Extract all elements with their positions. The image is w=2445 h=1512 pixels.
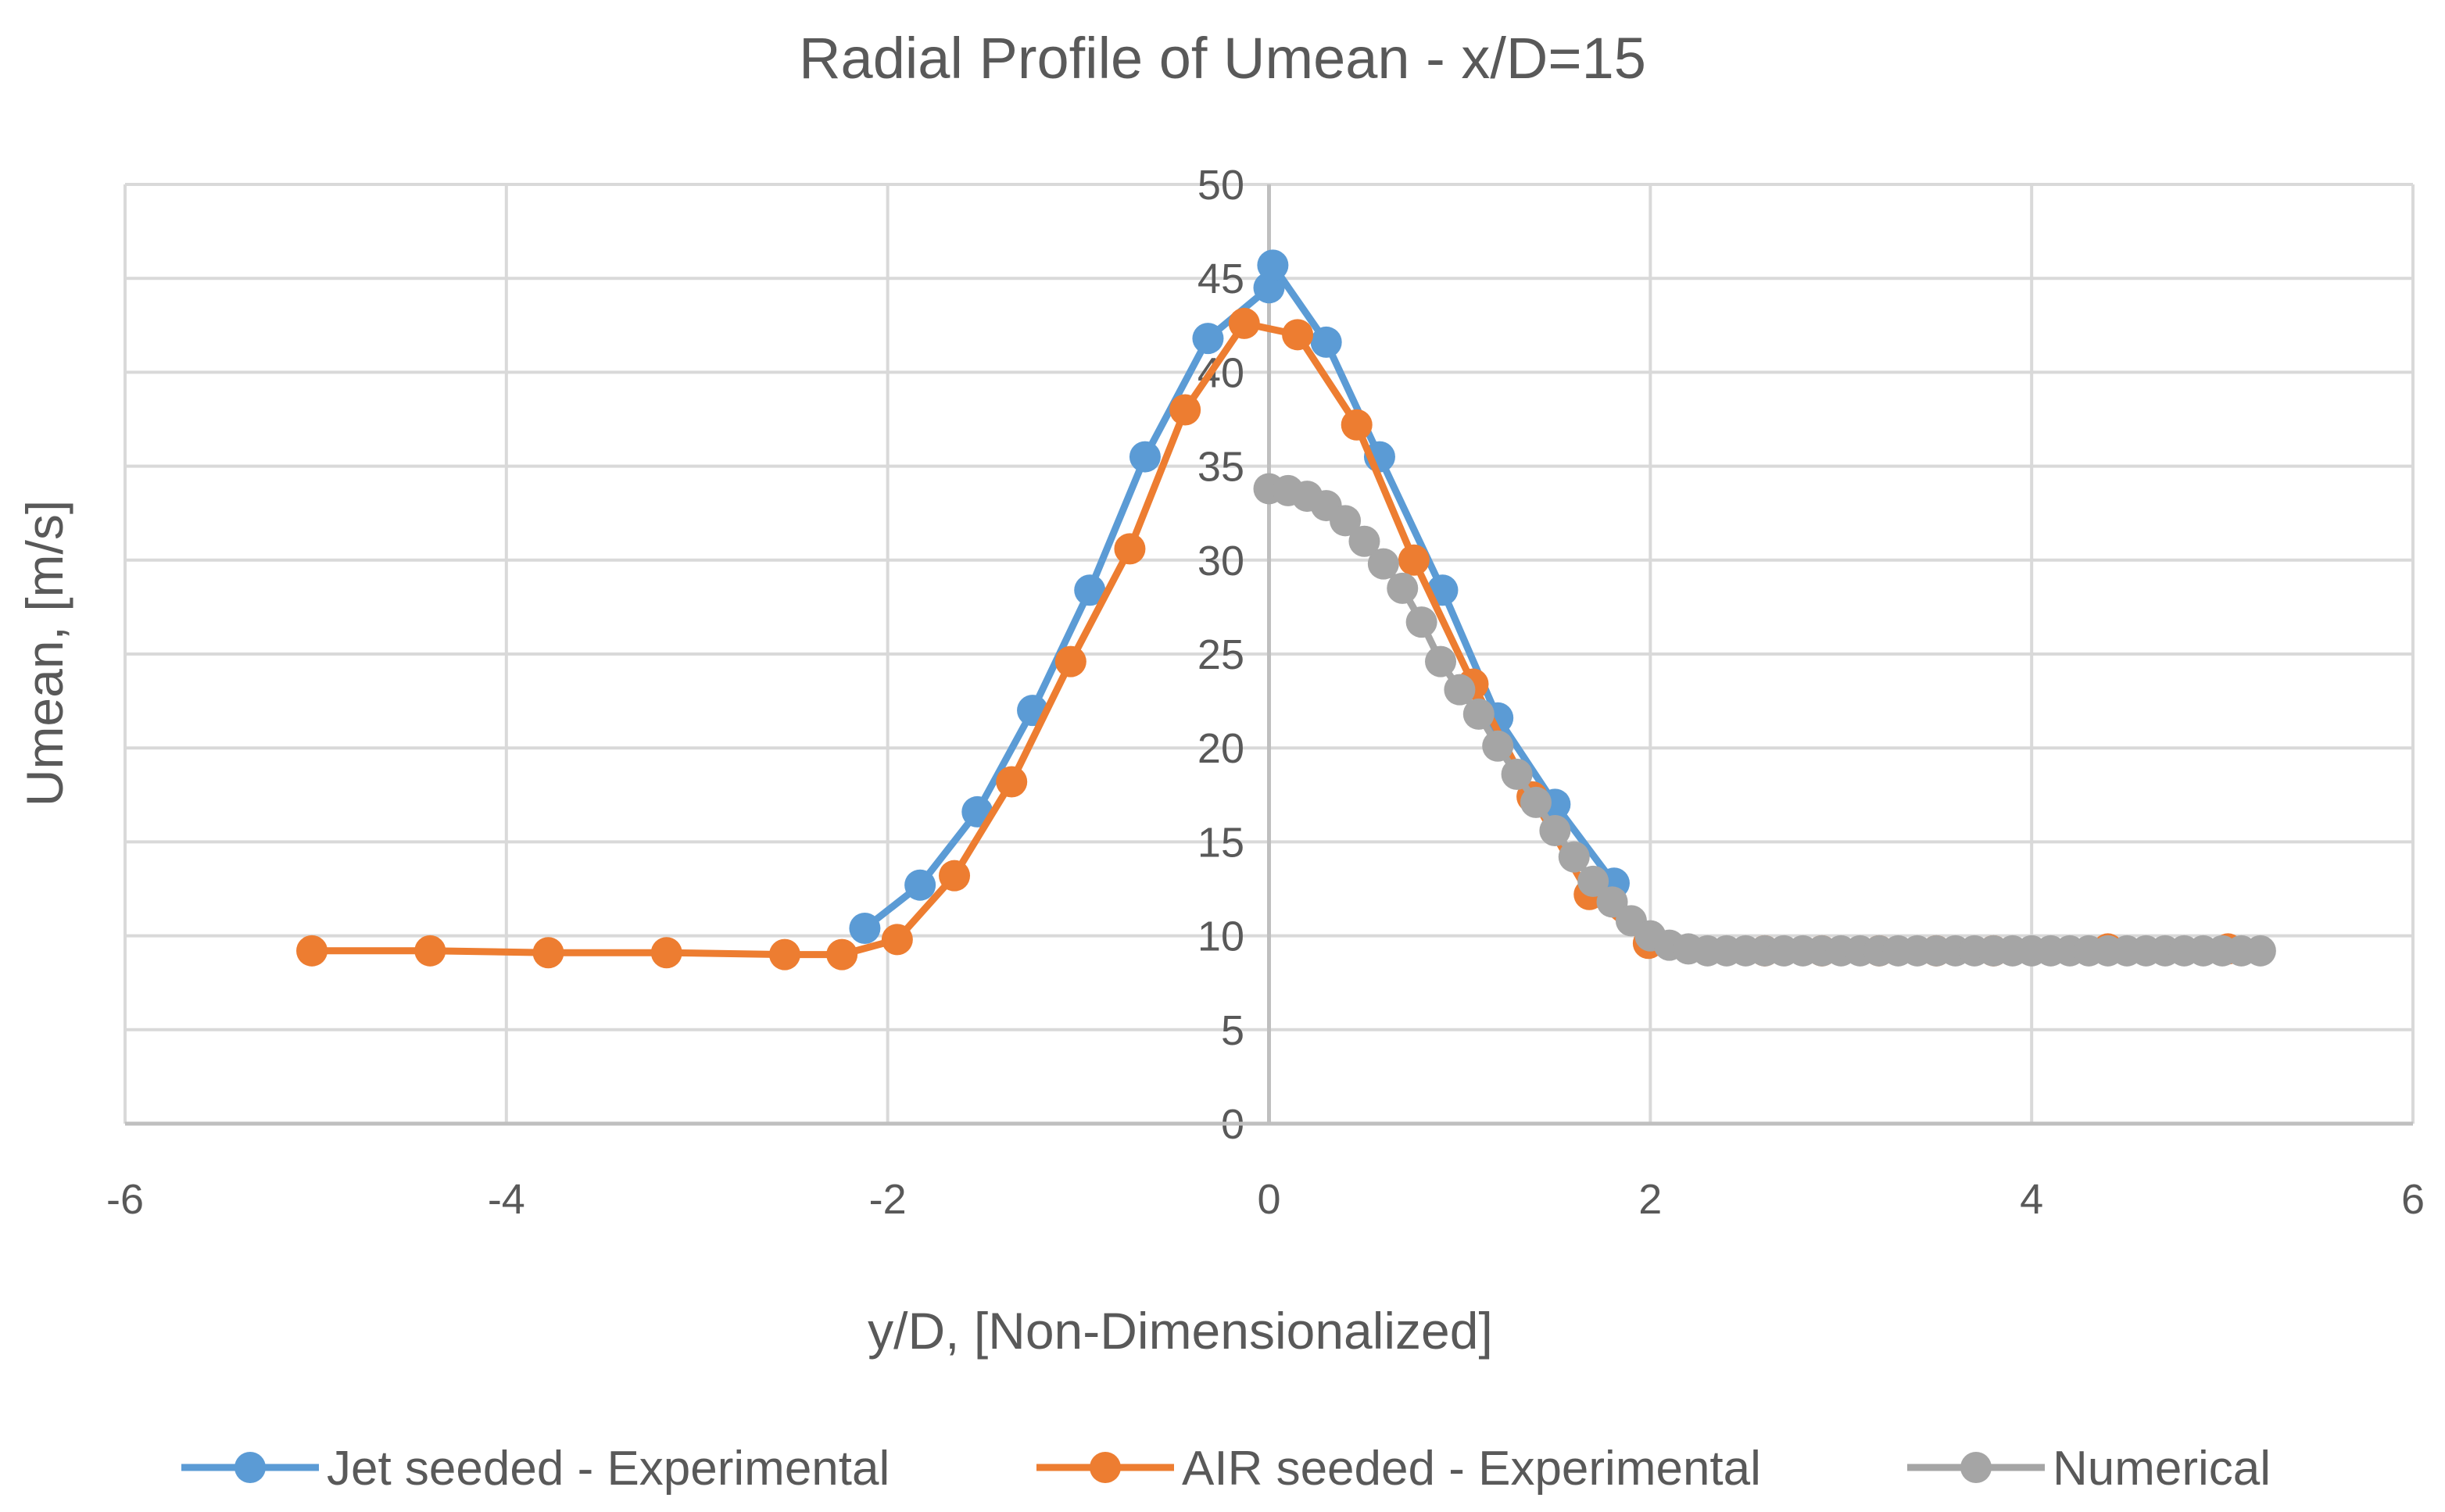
- data-point: [650, 937, 682, 969]
- data-point: [768, 938, 800, 970]
- data-point: [1282, 319, 1314, 351]
- data-point: [904, 869, 936, 901]
- data-point: [1228, 307, 1260, 339]
- data-point: [939, 860, 971, 892]
- data-point: [1596, 886, 1628, 918]
- data-point: [1444, 674, 1476, 706]
- y-tick-label: 25: [1197, 631, 1244, 678]
- x-tick-label: 6: [2401, 1176, 2425, 1223]
- data-point: [1520, 786, 1552, 818]
- legend-label: AIR seeded - Experimental: [1182, 1442, 1761, 1496]
- x-tick-label: 4: [2020, 1176, 2043, 1223]
- data-point: [1405, 606, 1437, 638]
- y-tick-label: 10: [1197, 913, 1244, 960]
- data-point: [1330, 505, 1362, 537]
- data-point: [1367, 548, 1399, 580]
- y-axis-label: Umean, [m/s]: [16, 500, 73, 806]
- series-layer: [296, 249, 2276, 970]
- data-point: [881, 924, 913, 956]
- y-tick-label: 50: [1197, 162, 1244, 209]
- data-point: [1341, 409, 1373, 441]
- data-point: [1577, 865, 1609, 897]
- data-point: [1074, 574, 1106, 606]
- legend-swatch-marker: [1960, 1452, 1992, 1483]
- data-point: [849, 912, 881, 944]
- x-tick-label: -4: [488, 1176, 525, 1223]
- data-point: [1387, 572, 1419, 604]
- data-point: [1462, 698, 1495, 730]
- data-point: [996, 766, 1028, 798]
- y-tick-label: 20: [1197, 725, 1244, 772]
- data-point: [1310, 326, 1342, 358]
- chart-title: Radial Profile of Umean - x/D=15: [799, 26, 1646, 91]
- legend-swatch-marker: [1090, 1452, 1121, 1483]
- data-point: [1114, 533, 1146, 565]
- y-tick-label: 30: [1197, 538, 1244, 584]
- x-tick-label: -2: [869, 1176, 907, 1223]
- legend: Jet seeded - Experimental AIR seeded - Ex…: [181, 1442, 2271, 1496]
- data-point: [1558, 841, 1590, 873]
- y-tick-label: 5: [1221, 1007, 1244, 1054]
- x-tick-label: -6: [106, 1176, 144, 1223]
- y-tick-label: 15: [1197, 819, 1244, 866]
- data-point: [1169, 394, 1201, 426]
- data-point: [532, 937, 564, 969]
- data-point: [1398, 544, 1430, 576]
- data-point: [2244, 935, 2276, 967]
- legend-swatch-marker: [234, 1452, 266, 1483]
- x-tick-label: 0: [1257, 1176, 1280, 1223]
- data-point: [826, 938, 858, 970]
- data-point: [1425, 645, 1457, 677]
- data-point: [1192, 323, 1224, 355]
- x-tick-label: 2: [1638, 1176, 1662, 1223]
- legend-label: Numerical: [2053, 1442, 2271, 1496]
- data-point: [1539, 814, 1571, 846]
- data-point: [1482, 730, 1514, 762]
- y-tick-label: 45: [1197, 256, 1244, 302]
- data-point: [1054, 645, 1086, 677]
- data-point: [1129, 441, 1161, 473]
- legend-label: Jet seeded - Experimental: [327, 1442, 890, 1496]
- data-point: [296, 935, 328, 967]
- data-point: [1348, 525, 1380, 557]
- data-point: [1501, 758, 1533, 790]
- x-axis-label: y/D, [Non-Dimensionalized]: [868, 1302, 1493, 1360]
- data-point: [414, 935, 446, 967]
- series-3: [1253, 473, 2276, 967]
- y-tick-label: 35: [1197, 444, 1244, 491]
- data-point: [1257, 249, 1289, 281]
